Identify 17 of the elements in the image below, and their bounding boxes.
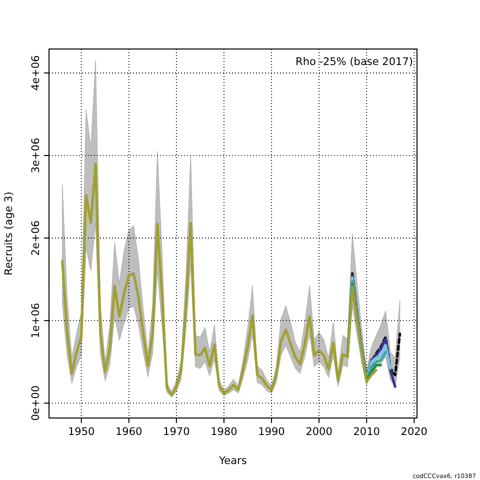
y-tick-label: 0e+00 [30,385,42,421]
x-tick-label: 2010 [353,426,380,438]
line-series [61,162,378,396]
y-tick-label: 1e+06 [30,302,42,338]
x-tick-label: 1980 [210,426,238,438]
y-tick-label: 3e+06 [30,138,42,174]
x-tick-label: 2020 [400,426,428,438]
x-tick-label: 1990 [258,426,285,438]
y-tick-label: 4e+06 [30,54,42,91]
annotation: Rho -25% (base 2017) [296,56,413,68]
x-tick-label: 2000 [306,426,332,438]
x-tick-label: 1950 [68,426,95,438]
x-axis-title: Years [218,455,247,467]
y-tick-label: 2e+06 [30,220,42,256]
y-axis-title: Recruits (age 3) [3,192,15,276]
x-tick-label: 1970 [163,426,190,438]
x-tick-label: 1960 [116,426,142,438]
